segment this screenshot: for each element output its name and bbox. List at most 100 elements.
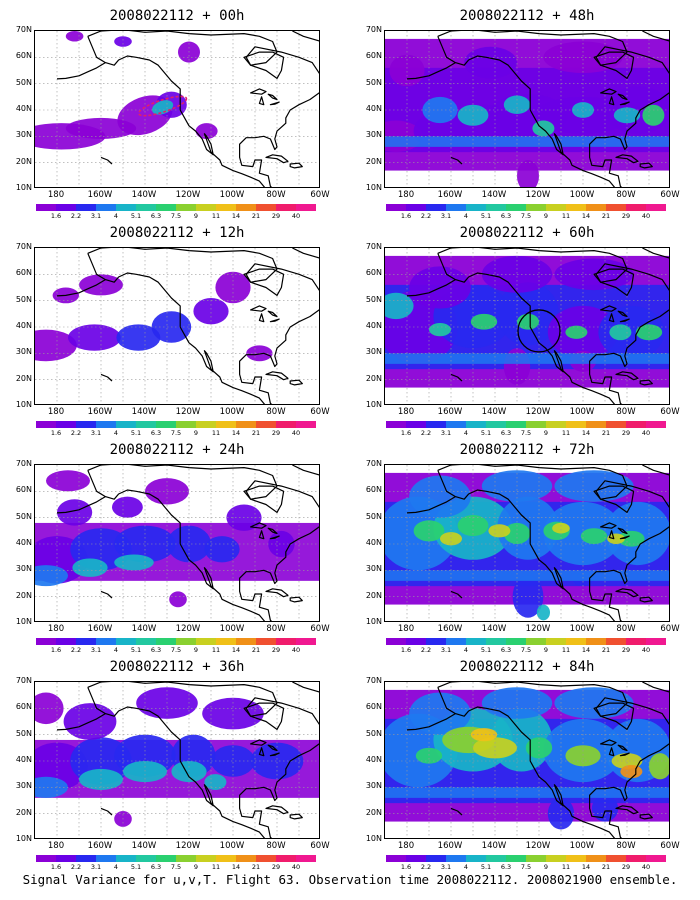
coastline [437, 31, 669, 187]
variance-blob [250, 742, 304, 780]
x-axis-label: 80W [616, 624, 636, 634]
colorbar-labels: 1.6 2.2 3.1 4 5.1 6.3 7.5 9 11 14 21 29 40 [36, 647, 316, 655]
colorbar-swatch [486, 421, 506, 428]
y-axis-label: 30N [365, 781, 382, 791]
x-axis-label: 180 [397, 841, 415, 851]
colorbar-label: 1.6 [50, 429, 62, 437]
variance-blob [464, 46, 517, 79]
colorbar-swatch [36, 421, 56, 428]
variance-blob [607, 533, 625, 544]
colorbar-label: 11 [561, 212, 571, 220]
colorbar-swatch [646, 638, 666, 645]
colorbar-swatch [176, 204, 196, 211]
colorbar-label: 5.1 [130, 646, 142, 654]
colorbar-label: 40 [641, 863, 651, 871]
variance-blob [536, 604, 550, 621]
coastline [406, 62, 456, 80]
coastline [267, 93, 278, 101]
coastline [639, 379, 653, 386]
panel-title: 2008022112 + 60h [459, 225, 595, 241]
y-axis-label: 30N [15, 347, 32, 357]
coastline [437, 248, 669, 404]
y-axis-label: 20N [365, 807, 382, 817]
coastline [292, 465, 319, 476]
flight-track [137, 95, 188, 117]
variance-field [35, 687, 319, 827]
colorbar-label: 4 [463, 212, 469, 220]
colorbar-swatch [426, 421, 446, 428]
y-axis-label: 60N [365, 268, 382, 278]
variance-blob [171, 761, 207, 783]
coastline [608, 96, 615, 106]
coastline [56, 62, 106, 80]
variance-blob [46, 470, 90, 492]
coastline [267, 527, 278, 535]
colorbar-swatch [56, 855, 76, 862]
variance-blob [215, 271, 251, 304]
colorbar-label: 5.1 [480, 863, 492, 871]
colorbar-label: 7.5 [170, 863, 182, 871]
variance-blob [211, 745, 255, 777]
colorbar-label: 5.1 [480, 429, 492, 437]
x-axis-label: 180 [47, 190, 65, 200]
colorbar-swatch [236, 855, 256, 862]
coastline [642, 248, 669, 259]
panel-title: 2008022112 + 36h [109, 659, 245, 675]
coastline [437, 253, 616, 404]
coastline [289, 162, 303, 169]
map-plot [384, 247, 670, 405]
y-axis-label: 20N [365, 156, 382, 166]
y-axis-label: 20N [15, 156, 32, 166]
coastlines [406, 682, 669, 838]
variance-field [35, 31, 218, 150]
x-axis-label: 160W [437, 624, 463, 634]
variance-blob [204, 536, 240, 563]
colorbar-label: 2.2 [420, 429, 432, 437]
colorbar-swatch [136, 638, 156, 645]
colorbar-swatch [296, 421, 316, 428]
colorbar-swatch [586, 855, 606, 862]
colorbar-swatch [236, 204, 256, 211]
x-axis-label: 160W [87, 841, 113, 851]
map-panel: 2008022112 + 36h 70N 60N 50N 40N 30N 20N 10N 18… [0, 659, 330, 871]
coastline [617, 744, 628, 752]
variance-blob [68, 324, 121, 351]
colorbar-swatch [546, 421, 566, 428]
colorbar-swatch [566, 638, 586, 645]
colorbar-swatch [446, 421, 466, 428]
colorbar-swatch [216, 855, 236, 862]
y-axis-label: 70N [365, 459, 382, 468]
coastline [87, 253, 266, 404]
coastline [593, 485, 635, 513]
colorbar-label: 21 [251, 212, 261, 220]
colorbar-swatch [196, 638, 216, 645]
colorbar-label: 21 [251, 429, 261, 437]
coastlines [56, 682, 319, 838]
x-axis-label: 140W [131, 190, 157, 200]
variance-blob [572, 102, 594, 118]
variance-blob [565, 325, 588, 339]
map-panel: 2008022112 + 00h 70N 60N 50N 40N 30N 20N 10N 18… [0, 8, 330, 221]
coastline [100, 373, 113, 382]
colorbar-label: 40 [291, 212, 301, 220]
colorbar-swatch [56, 421, 76, 428]
variance-field [385, 255, 669, 388]
colorbar-label: 7.5 [170, 212, 182, 220]
colorbar-labels: 1.6 2.2 3.1 4 5.1 6.3 7.5 9 11 14 21 29 40 [36, 213, 316, 221]
x-axis-label: 120W [175, 190, 201, 200]
colorbar-swatch [566, 421, 586, 428]
coastline [615, 154, 639, 164]
variance-blob [618, 530, 645, 547]
coastline [87, 36, 266, 187]
colorbar-label: 40 [291, 429, 301, 437]
coastline [258, 96, 265, 106]
map-panel: 2008022112 + 48h 70N 60N 50N 40N 30N 20N 10N 18… [350, 8, 680, 220]
variance-blob [525, 737, 553, 759]
x-axis-label: 140W [481, 190, 507, 200]
coastline [406, 713, 456, 731]
x-axis-label: 120W [175, 407, 201, 417]
colorbar-swatch [276, 204, 296, 211]
colorbar-labels: 1.6 2.2 3.1 4 5.1 6.3 7.5 9 11 14 21 29 40 [386, 430, 666, 438]
coastlines [406, 31, 669, 187]
variance-blob [409, 475, 471, 518]
